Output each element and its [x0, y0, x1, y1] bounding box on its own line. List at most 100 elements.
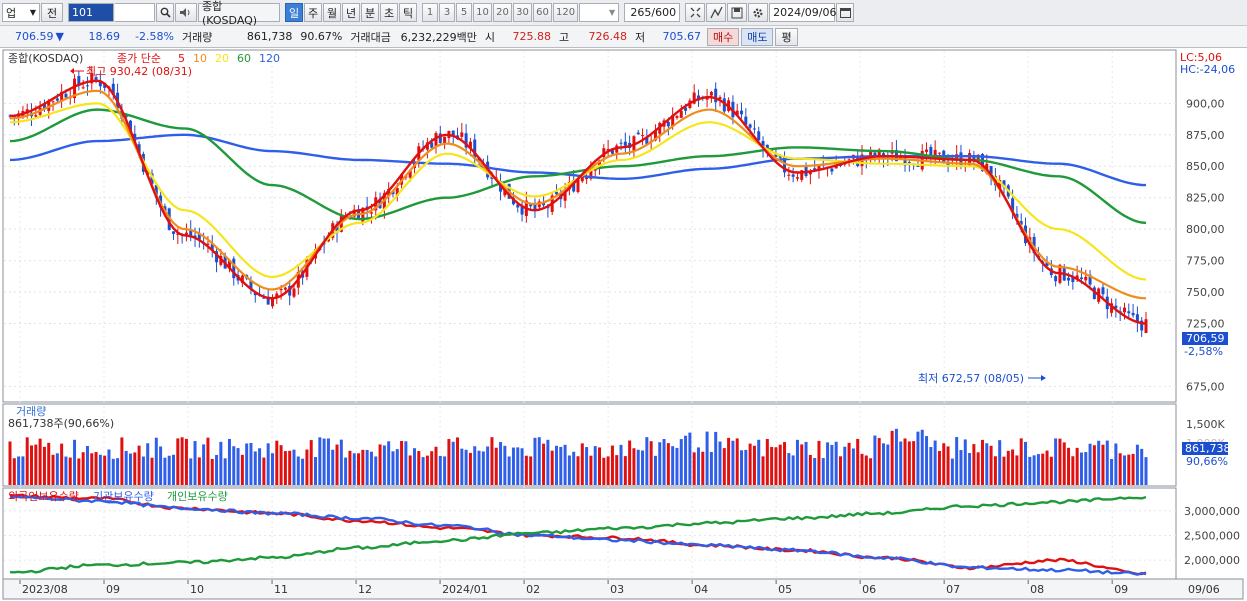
- volume-bar: [150, 457, 154, 485]
- interval-button[interactable]: 120: [553, 3, 579, 22]
- candle-body: [774, 152, 778, 157]
- high-label: 고: [558, 30, 570, 44]
- volume-bar: [529, 456, 533, 485]
- volume-bar: [899, 441, 903, 485]
- crosshair-icon[interactable]: [685, 3, 706, 22]
- lc-label: LC:5,06: [1180, 51, 1222, 64]
- volume-bar: [963, 439, 967, 485]
- period-button[interactable]: 주: [304, 3, 322, 22]
- volume-bar: [494, 447, 498, 485]
- interval-button[interactable]: 5: [456, 3, 472, 22]
- candle-body: [529, 204, 533, 207]
- interval-dropdown[interactable]: ▼: [579, 3, 620, 22]
- interval-button[interactable]: 30: [513, 3, 532, 22]
- prev-button[interactable]: 전: [41, 3, 63, 22]
- volume-bar: [731, 440, 735, 485]
- volume-bar: [903, 438, 907, 485]
- interval-button[interactable]: 10: [473, 3, 492, 22]
- high-annotation: 최고 930,42 (08/31): [70, 65, 192, 78]
- y-tick-label: 900,00: [1186, 97, 1225, 110]
- candle-body: [808, 171, 812, 175]
- code-input[interactable]: 101: [68, 3, 114, 22]
- volume-bar: [352, 453, 356, 485]
- candle-body: [1135, 314, 1139, 323]
- range-display[interactable]: 265/600: [624, 3, 681, 22]
- volume-bar: [176, 438, 180, 485]
- candle-body: [335, 224, 339, 233]
- volume-bar: [365, 449, 369, 485]
- candle-body: [795, 177, 799, 179]
- period-button[interactable]: 월: [323, 3, 341, 22]
- volume-bar: [21, 456, 25, 485]
- volume-bar: [236, 448, 240, 485]
- candle-body: [765, 144, 769, 149]
- volume-bar: [843, 446, 847, 485]
- volume-bar: [434, 446, 438, 485]
- volume-bar: [382, 445, 386, 485]
- candle-body: [443, 136, 447, 145]
- candle-body: [925, 149, 929, 152]
- interval-button[interactable]: 20: [493, 3, 512, 22]
- volume-bar: [937, 450, 941, 485]
- speaker-icon[interactable]: [175, 3, 197, 22]
- volume-bar: [851, 448, 855, 485]
- volume-bar: [783, 442, 787, 485]
- candle-body: [42, 103, 46, 110]
- candle-body: [757, 131, 761, 141]
- interval-button[interactable]: 60: [533, 3, 552, 22]
- gear-icon[interactable]: [748, 3, 769, 22]
- chart-area[interactable]: 종합(KOSDAQ) 종가 단순 5 10 20 60 120 LC:5,06 HC:-…: [0, 49, 1247, 601]
- draw-tool-icon[interactable]: [706, 3, 727, 22]
- candle-body: [533, 204, 537, 211]
- buy-button[interactable]: 매수: [706, 27, 740, 46]
- volume-bar: [438, 455, 442, 485]
- volume-label: 거래량: [182, 30, 213, 44]
- x-tick-label: 10: [190, 583, 204, 596]
- date-field[interactable]: 2024/09/06: [769, 3, 837, 22]
- sell-button[interactable]: 매도: [741, 27, 774, 46]
- volume-bar: [890, 430, 894, 485]
- market-select[interactable]: 업 ▼: [2, 3, 40, 22]
- candle-body: [714, 88, 718, 103]
- period-button[interactable]: 초: [380, 3, 398, 22]
- period-button[interactable]: 틱: [399, 3, 417, 22]
- interval-button[interactable]: 1: [422, 3, 438, 22]
- volume-bar: [464, 449, 468, 485]
- volume-bar: [864, 455, 868, 485]
- candle-body: [1011, 198, 1015, 212]
- period-button[interactable]: 년: [342, 3, 360, 22]
- holding-y-tick: 2,500,000: [1184, 529, 1240, 542]
- candle-body: [641, 135, 645, 137]
- y-tick-label: 725,00: [1186, 318, 1225, 331]
- candle-body: [546, 207, 550, 209]
- volume-last-badge: [1182, 442, 1228, 455]
- search-icon[interactable]: [156, 3, 174, 22]
- calendar-icon[interactable]: [836, 3, 855, 22]
- volume-bar: [808, 454, 812, 485]
- volume-bar: [111, 458, 115, 485]
- volume-bar: [877, 438, 881, 485]
- volume-bar: [240, 454, 244, 485]
- candle-body: [834, 165, 838, 169]
- volume-bar: [688, 432, 692, 485]
- volume-bar: [90, 453, 94, 485]
- volume-bar: [421, 457, 425, 485]
- volume-bar: [417, 451, 421, 485]
- volume-bar: [821, 458, 825, 485]
- interval-button[interactable]: 3: [439, 3, 455, 22]
- period-button[interactable]: 일: [285, 3, 303, 22]
- volume-bar: [1118, 453, 1122, 485]
- volume-bar: [258, 448, 262, 485]
- period-button[interactable]: 분: [361, 3, 379, 22]
- holding-legend: 외국인보유수량 기관보유수량 개인보유수량: [8, 490, 228, 503]
- volume-bar: [787, 453, 791, 485]
- volume-bar: [210, 458, 214, 485]
- volume-bar: [400, 440, 404, 485]
- code-dropdown[interactable]: [115, 3, 155, 22]
- save-icon[interactable]: [727, 3, 748, 22]
- candle-body: [460, 132, 464, 137]
- volume-bar: [649, 441, 653, 485]
- eval-button[interactable]: 평: [775, 27, 798, 46]
- chart-svg[interactable]: 종합(KOSDAQ) 종가 단순 5 10 20 60 120 LC:5,06 HC:-…: [0, 49, 1247, 601]
- volume-bar: [554, 445, 558, 485]
